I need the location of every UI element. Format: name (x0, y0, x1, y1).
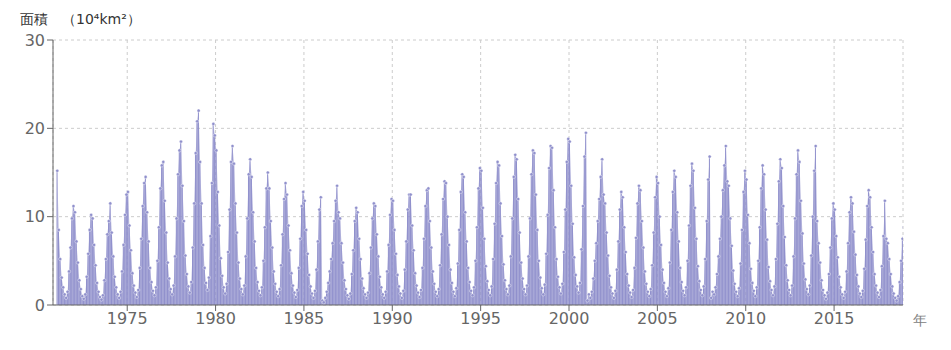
svg-text:0: 0 (35, 296, 45, 315)
svg-text:1985: 1985 (284, 309, 325, 328)
svg-text:2015: 2015 (814, 309, 855, 328)
svg-text:10: 10 (25, 207, 45, 226)
html-text:面積 （10⁴km²）: 面積 （10⁴km²） (20, 11, 141, 27)
svg-text:20: 20 (25, 119, 45, 138)
svg-text:2005: 2005 (637, 309, 678, 328)
svg-text:1990: 1990 (372, 309, 413, 328)
svg-text:1980: 1980 (195, 309, 236, 328)
svg-text:1975: 1975 (107, 309, 148, 328)
svg-text:2010: 2010 (725, 309, 766, 328)
svg-text:年: 年 (913, 312, 927, 328)
svg-text:30: 30 (25, 31, 45, 50)
svg-text:2000: 2000 (549, 309, 590, 328)
svg-text:1995: 1995 (460, 309, 501, 328)
